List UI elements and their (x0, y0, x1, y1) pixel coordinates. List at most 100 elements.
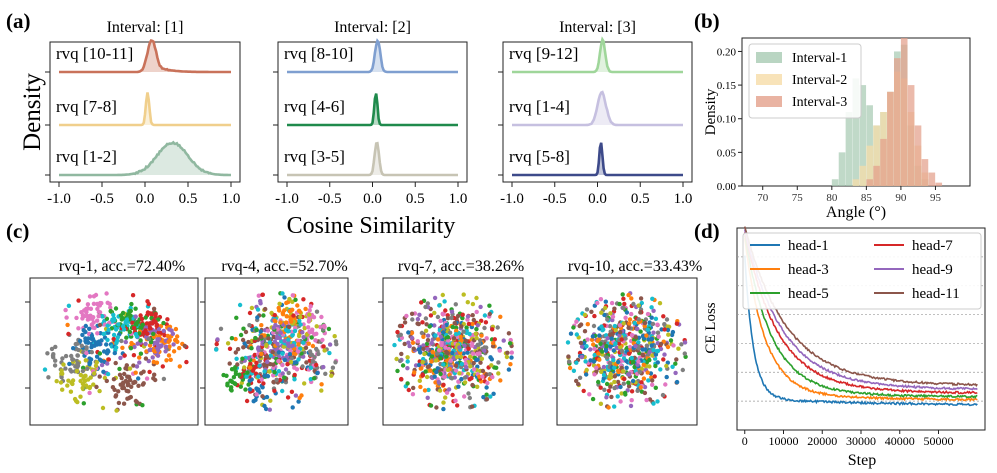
scatter-point (268, 353, 273, 358)
histogram-bar (921, 159, 929, 186)
scatter-point (425, 347, 430, 352)
scatter-point (84, 345, 89, 350)
scatter-point (300, 364, 305, 369)
scatter-point (629, 355, 634, 361)
scatter-point (417, 378, 422, 383)
scatter-point (253, 364, 258, 370)
scatter-point (484, 392, 489, 397)
scatter-point (319, 388, 324, 393)
scatter-point (509, 355, 514, 360)
loss-curve (744, 226, 978, 387)
scatter-point (168, 357, 173, 362)
scatter-point (154, 323, 159, 329)
scatter-point (416, 362, 422, 368)
scatter-point (509, 350, 514, 355)
scatter-point (629, 311, 634, 317)
scatter-point (637, 369, 642, 375)
scatter-point (443, 345, 448, 350)
scatter-point (661, 357, 666, 362)
scatter-point (114, 408, 119, 413)
scatter-point (131, 353, 137, 358)
x-tick-label: 90 (895, 192, 907, 204)
scatter-point (86, 336, 91, 341)
scatter-point (460, 316, 465, 321)
scatter-point (290, 333, 295, 338)
scatter-point (311, 376, 317, 381)
scatter-point (636, 340, 641, 345)
scatter-point (406, 330, 411, 335)
scatter-point (673, 361, 678, 366)
scatter-point (271, 365, 276, 370)
scatter-point (653, 316, 659, 321)
scatter-point (136, 383, 141, 388)
x-tick-label: 50000 (924, 434, 954, 448)
scatter-point (474, 295, 479, 301)
scatter-point (307, 317, 312, 323)
scatter-point (94, 354, 100, 359)
scatter-point (260, 394, 265, 399)
scatter-point (428, 313, 434, 318)
scatter-point (456, 379, 461, 384)
scatter-point (419, 366, 424, 371)
scatter-point (589, 337, 595, 342)
scatter-point (424, 341, 430, 347)
series-label: rvq [1-4] (509, 97, 570, 116)
scatter-point (326, 326, 332, 332)
scatter-point (441, 311, 446, 317)
legend-label: Interval-1 (792, 51, 847, 66)
scatter-point (444, 354, 449, 359)
scatter-point (426, 387, 431, 393)
scatter-point (609, 300, 615, 306)
scatter-point (410, 317, 415, 322)
scatter-point (649, 336, 655, 341)
scatter-point (254, 360, 259, 366)
scatter-point (627, 317, 633, 322)
x-tick-label: 1.0 (674, 191, 693, 207)
scatter-point (140, 322, 145, 328)
scatter-point (638, 385, 643, 390)
scatter-point (79, 343, 85, 348)
x-tick-label: 80 (826, 192, 838, 204)
scatter-point (584, 307, 590, 312)
scatter-point (508, 362, 513, 367)
scatter-point (422, 351, 427, 357)
scatter-point (151, 331, 156, 337)
x-tick-label: 1.0 (222, 191, 241, 207)
scatter-point (612, 385, 617, 391)
scatter-point (75, 363, 81, 368)
scatter-point (97, 374, 102, 379)
x-tick-label: -1.0 (500, 191, 524, 207)
scatter-point (327, 342, 333, 347)
scatter-point (491, 391, 496, 396)
scatter-point (116, 389, 121, 394)
scatter-point (642, 390, 648, 396)
scatter-point (93, 363, 99, 368)
scatter-point (136, 376, 141, 381)
scatter-point (264, 342, 269, 348)
scatter-point (308, 377, 313, 382)
scatter-point (654, 349, 660, 354)
scatter-point (449, 315, 454, 321)
scatter-point (296, 338, 301, 343)
scatter-point (143, 356, 149, 361)
scatter-point (428, 368, 433, 373)
scatter-point (133, 398, 139, 404)
scatter-point (68, 389, 74, 394)
scatter-point (631, 301, 636, 307)
scatter-point (298, 322, 303, 327)
scatter-point (448, 358, 453, 363)
scatter-point (97, 388, 102, 394)
scatter-point (95, 331, 100, 336)
scatter-point (301, 297, 306, 302)
scatter-point (156, 337, 161, 342)
scatter-point (297, 395, 302, 401)
scatter-point (596, 351, 601, 356)
scatter-point (613, 328, 618, 333)
scatter-point (244, 398, 250, 404)
scatter-point (405, 359, 410, 364)
scatter-point (288, 359, 294, 365)
scatter-point (623, 315, 628, 320)
scatter-point (483, 320, 489, 325)
scatter-point (277, 336, 282, 341)
